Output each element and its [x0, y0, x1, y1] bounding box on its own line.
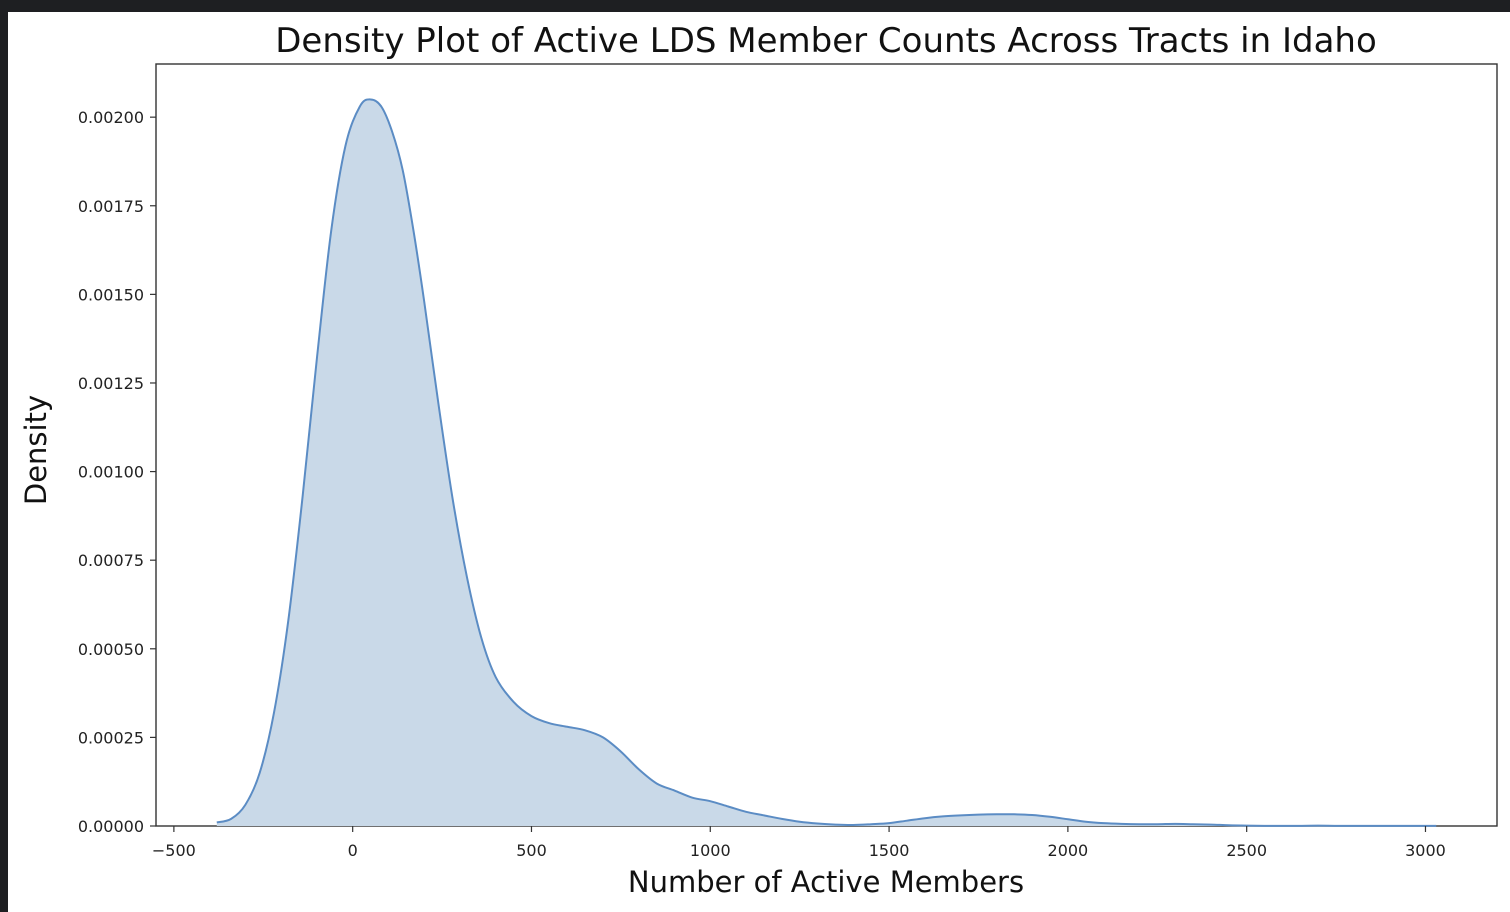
- x-tick-label: 3000: [1405, 841, 1446, 860]
- x-axis-title: Number of Active Members: [628, 865, 1024, 899]
- y-tick-label: 0.00200: [78, 108, 144, 127]
- x-tick-label: 2000: [1048, 841, 1089, 860]
- y-tick-label: 0.00100: [78, 463, 144, 482]
- y-axis-title: Density: [19, 395, 53, 505]
- x-tick-label: −500: [152, 841, 196, 860]
- x-tick-label: 1000: [690, 841, 731, 860]
- density-chart: Density Plot of Active LDS Member Counts…: [19, 21, 1498, 899]
- y-tick-label: 0.00175: [78, 197, 144, 216]
- chart-figure: Density Plot of Active LDS Member Counts…: [8, 12, 1510, 912]
- y-tick-label: 0.00125: [78, 374, 144, 393]
- y-tick-label: 0.00150: [78, 285, 144, 304]
- x-tick-label: 500: [516, 841, 547, 860]
- y-tick-label: 0.00025: [78, 728, 144, 747]
- y-axis: 0.00000 0.00025 0.00050 0.00075 0.00100 0.001…: [78, 108, 156, 836]
- x-tick-label: 0: [348, 841, 358, 860]
- y-tick-label: 0.00075: [78, 551, 144, 570]
- chart-title: Density Plot of Active LDS Member Counts…: [275, 21, 1377, 61]
- y-tick-label: 0.00000: [78, 817, 144, 836]
- x-axis: −500 0 500 1000 1500 2000 2500 3000: [152, 826, 1446, 860]
- x-tick-label: 1500: [869, 841, 910, 860]
- density-line: [216, 98, 1437, 827]
- x-tick-label: 2500: [1226, 841, 1267, 860]
- y-tick-label: 0.00050: [78, 640, 144, 659]
- density-area: [216, 99, 1437, 826]
